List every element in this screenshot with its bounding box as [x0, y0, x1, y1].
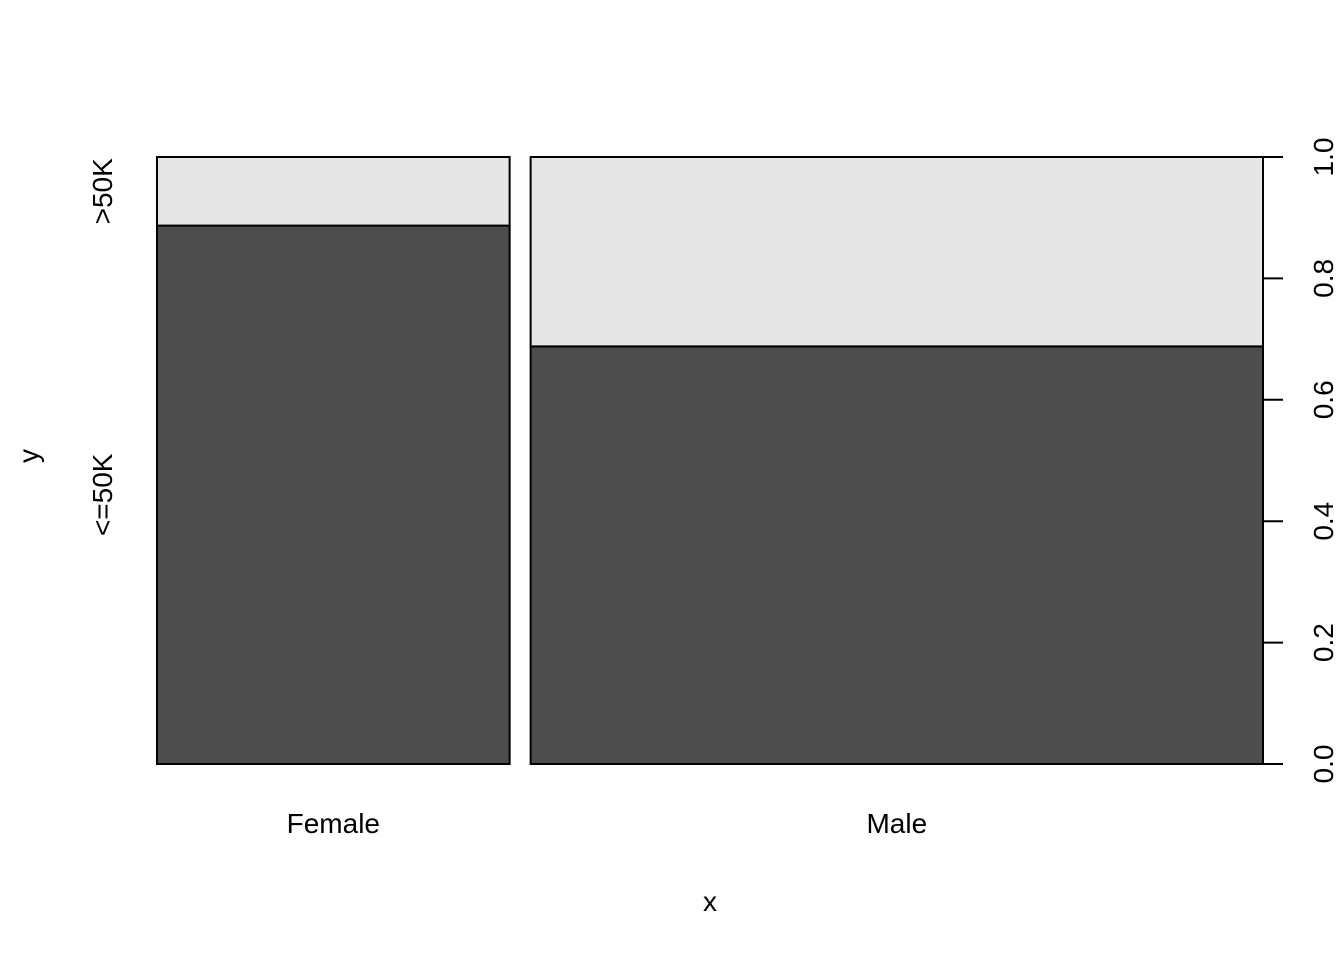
y-level-labels: <=50K >50K	[87, 158, 118, 536]
bar-female-segment-0	[156, 224, 511, 765]
x-category-labels: Female Male	[287, 808, 928, 839]
bar-male-segment-0	[529, 345, 1264, 765]
y-tick-label: 0.2	[1308, 623, 1339, 662]
y-level-label: >50K	[87, 158, 118, 224]
bar-male-segment-1	[529, 156, 1264, 348]
y-tick-label: 1.0	[1308, 138, 1339, 177]
y-tick-label: 0.0	[1308, 745, 1339, 784]
y-tick-label: 0.6	[1308, 380, 1339, 419]
y-tick-label: 0.4	[1308, 502, 1339, 541]
y-level-label: <=50K	[87, 453, 118, 536]
y-axis-label: y	[13, 449, 44, 463]
bar-group	[156, 156, 1264, 765]
y-tick-label: 0.8	[1308, 259, 1339, 298]
x-axis-label: x	[703, 886, 717, 917]
x-category-label: Male	[866, 808, 927, 839]
x-category-label: Female	[287, 808, 380, 839]
bar-female-segment-1	[156, 156, 511, 227]
y-axis-right: 0.0 0.2 0.4 0.6 0.8 1.0	[1262, 138, 1339, 784]
